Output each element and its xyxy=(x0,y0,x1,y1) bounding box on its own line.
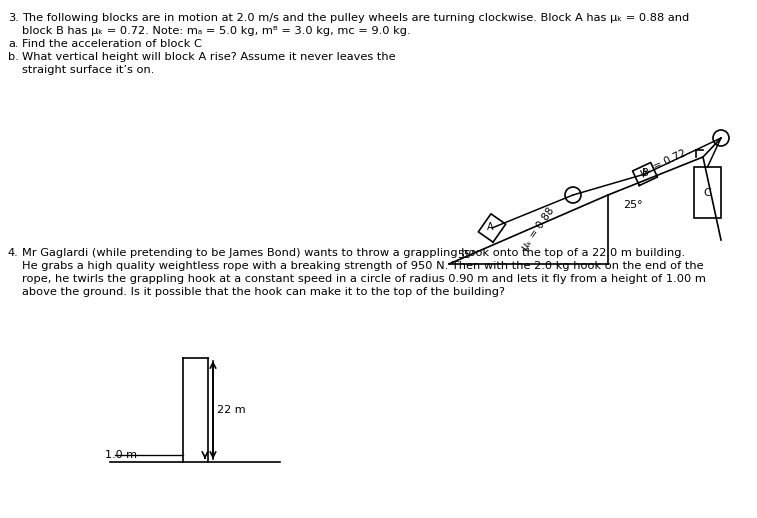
Text: 55°: 55° xyxy=(457,250,476,260)
Text: a.: a. xyxy=(8,39,18,49)
Text: block B has μₖ = 0.72. Note: mₐ = 5.0 kg, mᴮ = 3.0 kg, mᴄ = 9.0 kg.: block B has μₖ = 0.72. Note: mₐ = 5.0 kg… xyxy=(22,26,410,36)
Text: rope, he twirls the grappling hook at a constant speed in a circle of radius 0.9: rope, he twirls the grappling hook at a … xyxy=(22,274,706,284)
Text: Find the acceleration of block C: Find the acceleration of block C xyxy=(22,39,202,49)
Text: 3.: 3. xyxy=(8,13,19,23)
Text: A: A xyxy=(487,222,494,232)
Text: The following blocks are in motion at 2.0 m/s and the pulley wheels are turning : The following blocks are in motion at 2.… xyxy=(22,13,690,23)
Text: 25°: 25° xyxy=(623,200,643,210)
Text: Mr Gaglardi (while pretending to be James Bond) wants to throw a grappling hook : Mr Gaglardi (while pretending to be Jame… xyxy=(22,248,685,258)
Text: above the ground. Is it possible that the hook can make it to the top of the bui: above the ground. Is it possible that th… xyxy=(22,287,505,297)
Text: μₖ = 0.88: μₖ = 0.88 xyxy=(520,206,556,252)
Text: C: C xyxy=(703,188,712,197)
Text: He grabs a high quality weightless rope with a breaking strength of 950 N. Then : He grabs a high quality weightless rope … xyxy=(22,261,703,271)
Text: μₖ = 0.72: μₖ = 0.72 xyxy=(639,149,688,179)
Text: 4.: 4. xyxy=(8,248,19,258)
Text: B: B xyxy=(642,168,649,178)
Bar xyxy=(694,167,721,218)
Text: 22 m: 22 m xyxy=(217,405,245,415)
Text: straight surface it’s on.: straight surface it’s on. xyxy=(22,65,154,75)
Text: 1.0 m: 1.0 m xyxy=(105,450,137,460)
Text: b.: b. xyxy=(8,52,19,62)
Text: What vertical height will block A rise? Assume it never leaves the: What vertical height will block A rise? … xyxy=(22,52,396,62)
